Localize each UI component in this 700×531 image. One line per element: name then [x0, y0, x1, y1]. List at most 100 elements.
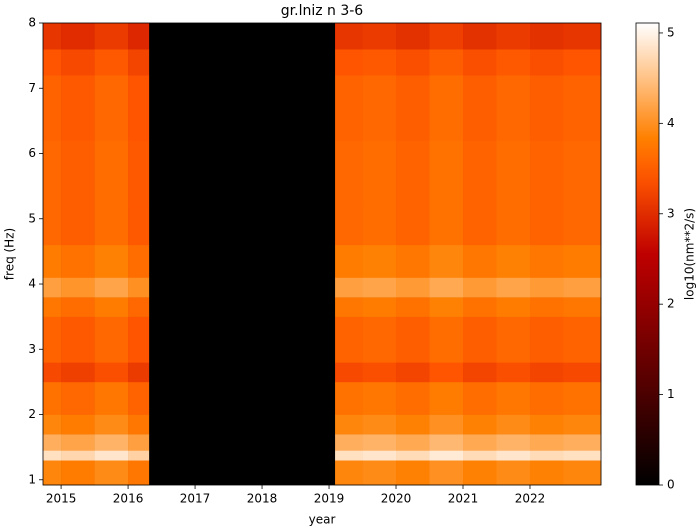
heatmap-cell	[563, 140, 602, 207]
heatmap-cell	[563, 244, 602, 278]
heatmap-cell	[529, 140, 564, 207]
heatmap-cell	[396, 277, 430, 298]
heatmap-cell	[396, 414, 430, 435]
heatmap-cell	[429, 362, 464, 383]
y-tick-label: 7	[28, 81, 36, 95]
x-tick-label: 2021	[448, 492, 479, 506]
heatmap-cell	[496, 277, 531, 298]
heatmap-cell	[43, 450, 62, 461]
heatmap-cell	[429, 23, 464, 50]
heatmap-cell	[61, 316, 95, 363]
y-tick-label: 8	[28, 16, 36, 30]
heatmap-cell	[94, 460, 129, 486]
heatmap-cell	[529, 414, 564, 435]
heatmap-cell	[61, 434, 95, 451]
heatmap-cell	[43, 381, 62, 415]
heatmap-cell	[396, 23, 430, 50]
heatmap-cell	[94, 23, 129, 50]
heatmap-cell	[463, 205, 497, 246]
colorbar-tick-label: 0	[667, 478, 675, 492]
heatmap-cell	[362, 297, 397, 317]
colorbar-tick-label: 2	[667, 297, 675, 311]
heatmap-cell	[463, 297, 497, 317]
heatmap-cell	[429, 434, 464, 451]
heatmap-cell	[335, 140, 363, 207]
heatmap-cell	[463, 244, 497, 278]
heatmap-cell	[463, 316, 497, 363]
heatmap-cell	[496, 434, 531, 451]
heatmap-cell	[94, 75, 129, 141]
y-tick-label: 1	[28, 472, 36, 486]
heatmap-cell	[396, 140, 430, 207]
heatmap-cell	[335, 316, 363, 363]
heatmap-cell	[529, 297, 564, 317]
heatmap-cell	[43, 434, 62, 451]
heatmap-cell	[529, 450, 564, 461]
heatmap-cell	[128, 434, 150, 451]
heatmap-cell	[128, 414, 150, 435]
heatmap-cell	[429, 381, 464, 415]
heatmap-cell	[396, 316, 430, 363]
heatmap-cell	[463, 49, 497, 76]
heatmap-cell	[61, 381, 95, 415]
x-tick-label: 2018	[247, 492, 278, 506]
heatmap-cell	[335, 362, 363, 383]
heatmap-cell	[563, 23, 602, 50]
heatmap-cell	[43, 362, 62, 383]
y-tick-label: 4	[28, 277, 36, 291]
heatmap-cell	[94, 140, 129, 207]
heatmap-cell	[335, 49, 363, 76]
heatmap-cell	[335, 297, 363, 317]
heatmap-cell	[43, 244, 62, 278]
heatmap-cell	[94, 434, 129, 451]
x-tick-label: 2019	[314, 492, 345, 506]
heatmap-cell	[396, 434, 430, 451]
heatmap-cell	[128, 140, 150, 207]
heatmap-cell	[396, 297, 430, 317]
heatmap-cell	[396, 362, 430, 383]
heatmap-cell	[61, 297, 95, 317]
heatmap-cell	[563, 297, 602, 317]
heatmap-cell	[362, 75, 397, 141]
heatmap-cell	[463, 362, 497, 383]
heatmap-cell	[128, 460, 150, 486]
heatmap-cell	[94, 316, 129, 363]
heatmap-cell	[362, 277, 397, 298]
heatmap-cell	[362, 434, 397, 451]
heatmap-cell	[61, 140, 95, 207]
heatmap-cell	[61, 244, 95, 278]
heatmap-cell	[362, 49, 397, 76]
heatmap-cell	[463, 75, 497, 141]
heatmap-cell	[529, 277, 564, 298]
heatmap-cell	[496, 140, 531, 207]
heatmap-cell	[61, 414, 95, 435]
heatmap-cell	[496, 460, 531, 486]
plot-frame	[42, 22, 602, 486]
y-axis-label: freq (Hz)	[3, 228, 17, 280]
heatmap-cell	[429, 244, 464, 278]
heatmap-cell	[529, 244, 564, 278]
heatmap-cell	[335, 205, 363, 246]
colorbar-label: log10(nm**2/s)	[683, 208, 697, 300]
heatmap-cell	[529, 362, 564, 383]
heatmap-cell	[43, 140, 62, 207]
heatmap-cell	[128, 244, 150, 278]
heatmap-cell	[61, 49, 95, 76]
x-tick-label: 2016	[113, 492, 144, 506]
heatmap-cell	[335, 244, 363, 278]
colorbar-tick-label: 1	[667, 387, 675, 401]
heatmap-cell	[128, 381, 150, 415]
x-axis-label: year	[309, 513, 336, 527]
heatmap-cell	[563, 49, 602, 76]
heatmap-cell	[529, 205, 564, 246]
heatmap-cell	[94, 49, 129, 76]
heatmap-cell	[463, 381, 497, 415]
heatmap-cell	[43, 23, 62, 50]
heatmap-cell	[529, 316, 564, 363]
heatmap-cell	[396, 75, 430, 141]
heatmap-cell	[43, 460, 62, 486]
heatmap-cell	[529, 49, 564, 76]
colorbar-tick-label: 4	[667, 116, 675, 130]
heatmap-cell	[496, 297, 531, 317]
heatmap-cell	[61, 277, 95, 298]
